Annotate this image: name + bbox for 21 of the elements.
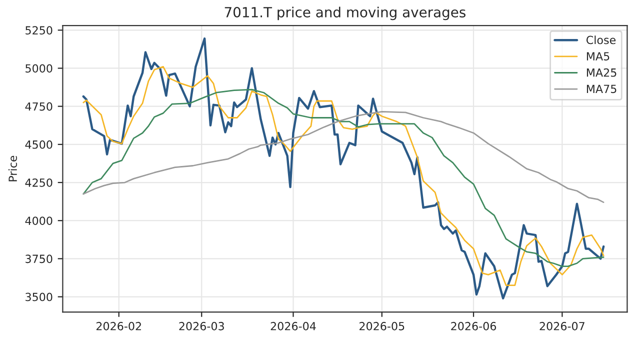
y-tick-label: 4750 xyxy=(25,102,52,111)
x-tick-label: 2026-05 xyxy=(360,322,404,330)
line-series xyxy=(82,110,604,204)
y-tick-label: 4250 xyxy=(25,178,52,187)
legend-label: MA5 xyxy=(586,52,610,60)
y-tick-label: 3500 xyxy=(26,292,52,302)
legend-label: MA75 xyxy=(586,84,616,94)
chart-title: 7011.T price and moving averages xyxy=(224,6,466,20)
x-tick-label: 2026-06 xyxy=(451,322,496,330)
y-tick-label: 4000 xyxy=(25,216,52,225)
legend-label: MA25 xyxy=(586,68,616,77)
y-axis-title: Price xyxy=(8,156,18,182)
x-tick-label: 2026-02 xyxy=(96,322,141,330)
y-tick-label: 5000 xyxy=(26,64,52,73)
y-tick-label: 3750 xyxy=(26,254,52,264)
x-tick-label: 2026-07 xyxy=(540,322,584,330)
legend-label: Close xyxy=(586,36,616,44)
y-tick-label: 5250 xyxy=(26,26,52,35)
x-tick-label: 2026-03 xyxy=(179,322,224,330)
y-tick-label: 4500 xyxy=(25,140,52,149)
x-tick-label: 2026-04 xyxy=(270,322,316,330)
